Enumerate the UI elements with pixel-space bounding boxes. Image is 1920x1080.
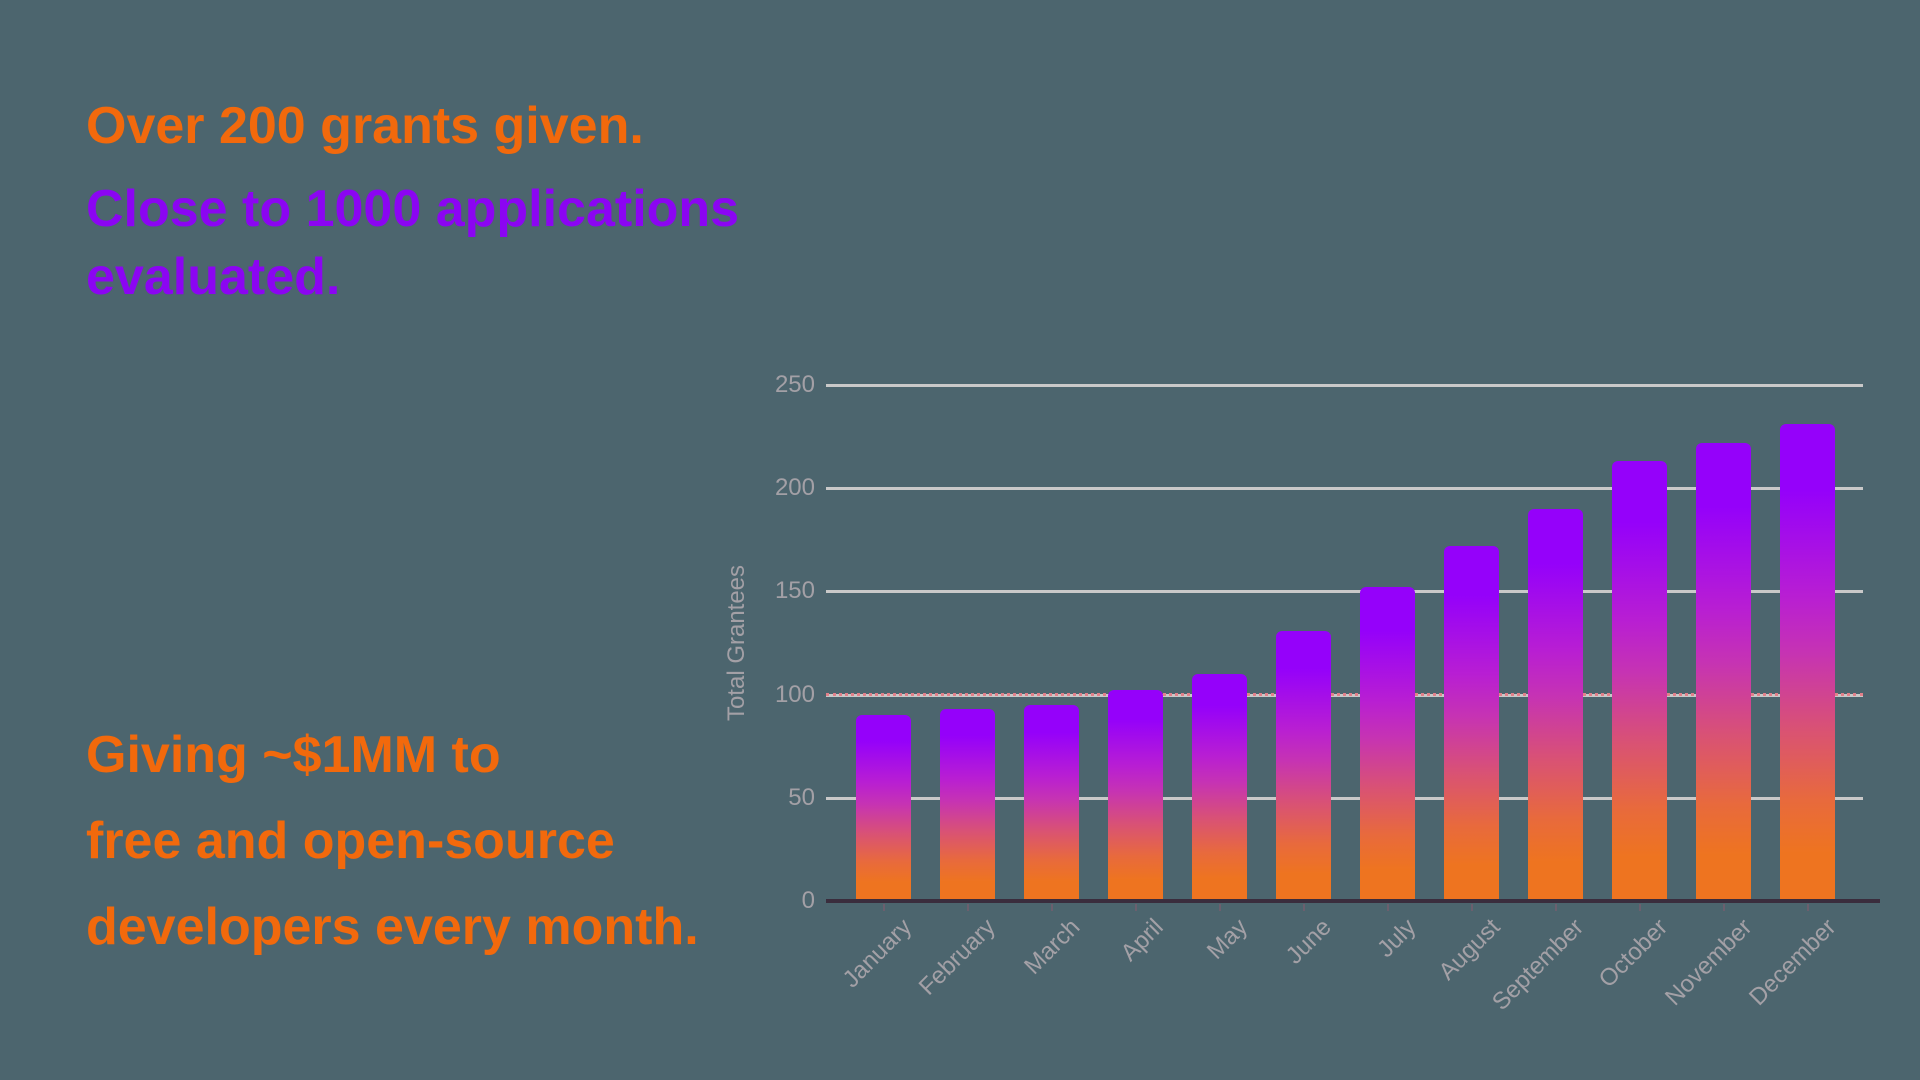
x-axis-label-october: October <box>1593 913 1674 994</box>
giving-headline-line: developers every month. <box>86 898 699 956</box>
giving-headline: Giving ~$1MM to free and open-source dev… <box>86 712 699 970</box>
x-axis-tick-may <box>1218 904 1221 911</box>
bar-march[interactable] <box>1024 705 1079 901</box>
y-axis-tick-250: 250 <box>774 371 815 398</box>
x-axis-tick-december <box>1806 904 1809 911</box>
giving-headline-line: Giving ~$1MM to <box>86 726 501 784</box>
x-axis-tick-september <box>1554 904 1557 911</box>
bar-february[interactable] <box>940 709 995 901</box>
bar-july[interactable] <box>1360 587 1415 901</box>
x-axis-label-may: May <box>1202 913 1254 965</box>
x-axis-tick-july <box>1386 904 1389 911</box>
x-axis-tick-october <box>1638 904 1641 911</box>
bar-chart <box>826 384 1880 911</box>
bar-june[interactable] <box>1276 631 1331 901</box>
bar-december[interactable] <box>1780 424 1835 901</box>
giving-headline-line: free and open-source <box>86 812 615 870</box>
gridline-50 <box>826 796 1863 800</box>
x-axis-tick-january <box>882 904 885 911</box>
x-axis-line <box>826 899 1880 903</box>
applications-headline-line: evaluated. <box>86 248 341 306</box>
y-axis-tick-100: 100 <box>774 680 815 708</box>
bar-august[interactable] <box>1444 546 1499 901</box>
bar-january[interactable] <box>856 715 911 901</box>
bar-september[interactable] <box>1528 509 1583 901</box>
x-axis-label-july: July <box>1371 913 1422 963</box>
x-axis-label-december: December <box>1743 913 1842 1011</box>
bar-april[interactable] <box>1108 690 1163 901</box>
gridline-200 <box>826 487 1863 491</box>
x-axis-tick-february <box>966 904 969 911</box>
y-axis-tick-200: 200 <box>774 474 815 502</box>
bar-november[interactable] <box>1696 443 1751 901</box>
x-axis-label-february: February <box>914 913 1002 1001</box>
x-axis-label-november: November <box>1659 913 1758 1011</box>
gridline-250 <box>826 384 1863 387</box>
x-axis-label-march: March <box>1018 913 1086 980</box>
x-axis-tick-november <box>1722 904 1725 911</box>
bar-may[interactable] <box>1192 674 1247 901</box>
gridline-150 <box>826 590 1863 594</box>
y-axis-tick-0: 0 <box>801 887 815 914</box>
x-axis-tick-august <box>1470 904 1473 911</box>
x-axis-label-january: January <box>837 913 918 994</box>
y-axis-tick-50: 50 <box>788 783 815 811</box>
applications-headline-line: Close to 1000 applications <box>86 180 740 238</box>
grants-headline-line: Over 200 grants given. <box>86 97 644 155</box>
x-axis-tick-june <box>1302 904 1305 911</box>
y-axis-title: Total Grantees <box>723 564 750 722</box>
y-axis-tick-150: 150 <box>774 577 815 605</box>
grants-headline: Over 200 grants given. <box>86 98 644 154</box>
x-axis-tick-march <box>1050 904 1053 911</box>
applications-headline: Close to 1000 applications evaluated. <box>86 175 739 311</box>
x-axis-label-june: June <box>1281 913 1338 970</box>
x-axis-label-august: August <box>1433 913 1506 986</box>
x-axis-label-april: April <box>1116 913 1170 967</box>
bar-october[interactable] <box>1612 461 1667 901</box>
threshold-line-100 <box>826 692 1863 696</box>
x-axis-tick-april <box>1134 904 1137 911</box>
